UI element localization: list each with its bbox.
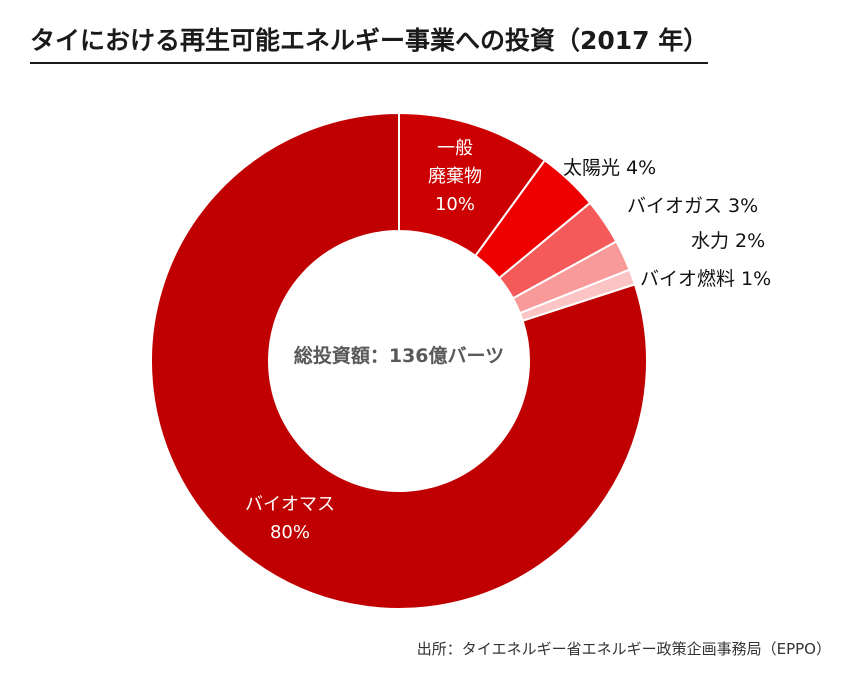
slice-label-6: バイオマス 80%	[245, 494, 335, 543]
source-note: 出所：タイエネルギー省エネルギー政策企画事務局（EPPO）	[416, 640, 831, 658]
slice-label-line: 廃棄物	[428, 166, 482, 187]
slice-6	[150, 111, 648, 610]
slice-label-line: バイオ燃料 1%	[640, 268, 771, 290]
chart-slices	[150, 111, 648, 610]
slice-label-line: 10%	[435, 194, 475, 215]
center-label: 総投資額：136億バーツ	[294, 344, 504, 367]
slice-label-2: 太陽光 4%	[563, 157, 656, 179]
slice-label-line: 一般	[437, 138, 473, 159]
slice-label-1: 一般廃棄物 10%	[428, 138, 482, 215]
chart-slice-labels: 一般廃棄物 10% 太陽光 4% バイオガス 3% 水力 2% バイオ燃料 1% バイオマス…	[245, 138, 771, 543]
chart-title: タイにおける再生可能エネルギー事業への投資（2017 年）	[30, 22, 709, 64]
slice-label-line: 水力 2%	[691, 230, 765, 252]
slice-label-line: バイオマス	[245, 494, 335, 515]
slice-label-4: 水力 2%	[691, 230, 765, 252]
slice-label-line: バイオガス 3%	[627, 195, 758, 217]
slice-label-line: 太陽光 4%	[563, 157, 656, 179]
slice-label-5: バイオ燃料 1%	[640, 268, 771, 290]
slice-label-3: バイオガス 3%	[627, 195, 758, 217]
slice-label-line: 80%	[270, 522, 310, 543]
